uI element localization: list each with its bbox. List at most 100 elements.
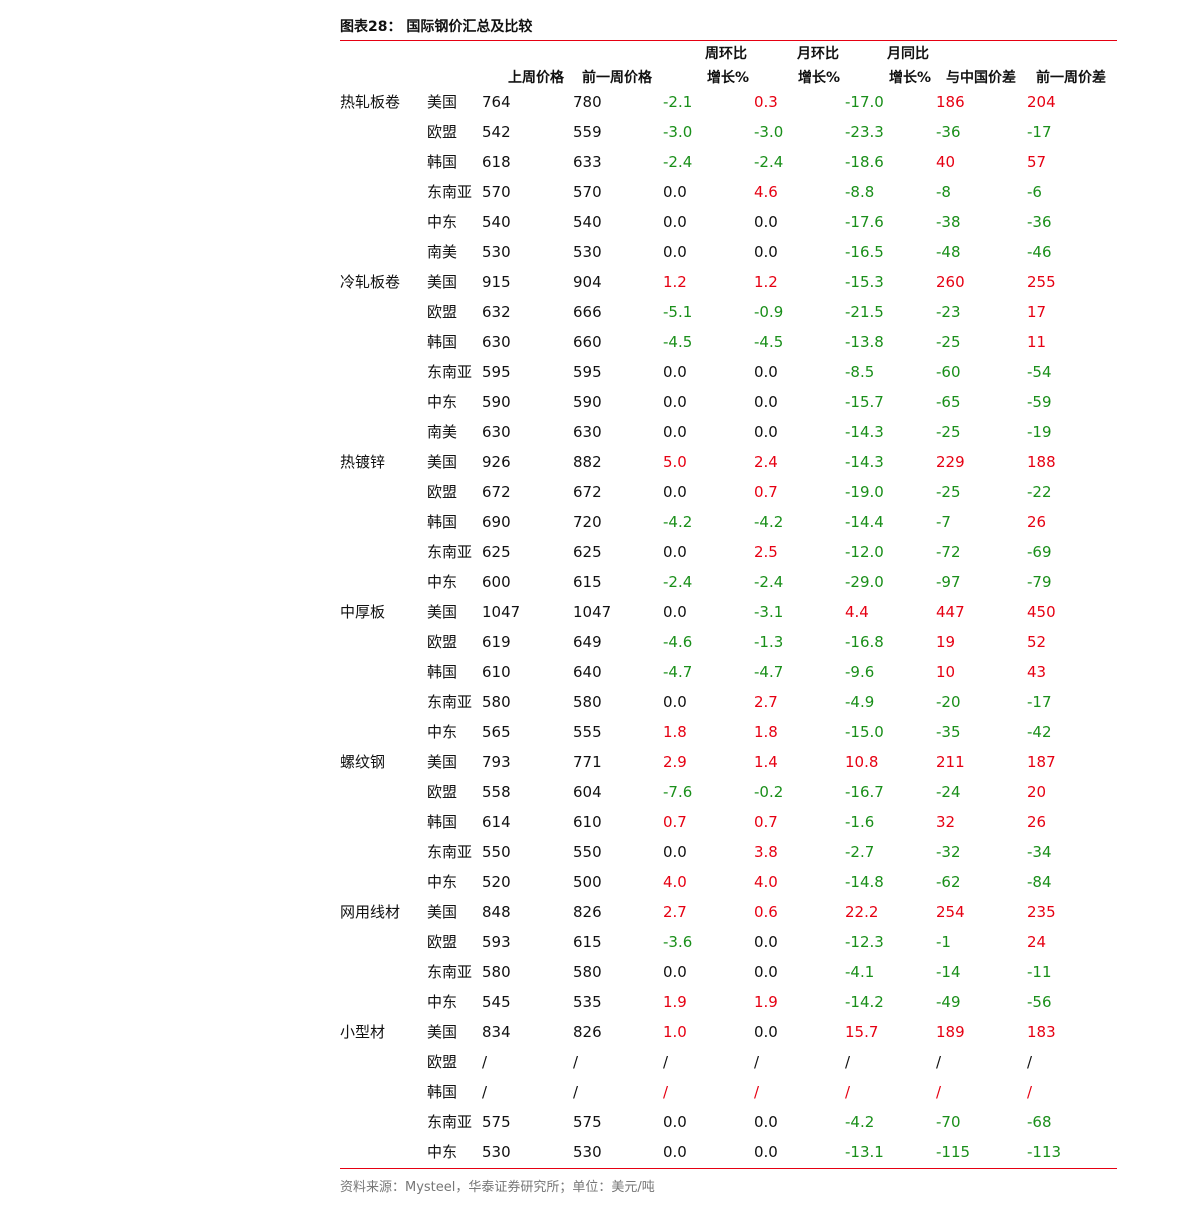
cell: 52: [1027, 633, 1047, 651]
group-name: 中厚板: [340, 603, 386, 621]
cell: -68: [1027, 1113, 1052, 1131]
cell: 0.0: [663, 1113, 687, 1131]
cell: 4.0: [663, 873, 687, 891]
cell: /: [845, 1083, 851, 1101]
cell: 540: [482, 213, 511, 231]
cell: -19.0: [845, 483, 884, 501]
region: 欧盟: [427, 483, 458, 501]
cell: 0.0: [754, 213, 778, 231]
cell: 550: [573, 843, 602, 861]
region: 南美: [427, 423, 458, 441]
header-bottom: 前一周价格: [582, 70, 652, 86]
cell: -36: [936, 123, 961, 141]
cell: -23.3: [845, 123, 884, 141]
cell: 632: [482, 303, 511, 321]
cell: /: [663, 1083, 669, 1101]
cell: 1.8: [754, 723, 778, 741]
cell: 595: [482, 363, 511, 381]
cell: 1.4: [754, 753, 778, 771]
group-name: 螺纹钢: [340, 753, 386, 771]
cell: -4.2: [663, 513, 693, 531]
cell: 558: [482, 783, 511, 801]
cell: -22: [1027, 483, 1052, 501]
cell: /: [1027, 1083, 1033, 1101]
cell: 260: [936, 273, 965, 291]
cell: -3.6: [663, 933, 693, 951]
cell: 15.7: [845, 1023, 879, 1041]
cell: 771: [573, 753, 602, 771]
region: 东南亚: [427, 693, 473, 711]
cell: -25: [936, 423, 961, 441]
cell: -4.2: [754, 513, 784, 531]
cell: -15.7: [845, 393, 884, 411]
cell: -1.6: [845, 813, 875, 831]
cell: -3.1: [754, 603, 784, 621]
region: 欧盟: [427, 123, 458, 141]
cell: 580: [482, 963, 511, 981]
cell: 2.4: [754, 453, 778, 471]
group-name: 小型材: [340, 1023, 386, 1041]
cell: 575: [573, 1113, 602, 1131]
cell: -65: [936, 393, 961, 411]
cell: 604: [573, 783, 602, 801]
cell: 826: [573, 903, 602, 921]
cell: 565: [482, 723, 511, 741]
region: 中东: [427, 213, 458, 231]
region: 韩国: [427, 813, 458, 831]
cell: 229: [936, 453, 965, 471]
cell: 520: [482, 873, 511, 891]
group-name: 冷轧板卷: [340, 273, 401, 291]
cell: 1.2: [663, 273, 687, 291]
region: 中东: [427, 1143, 458, 1161]
cell: /: [573, 1083, 579, 1101]
region: 韩国: [427, 513, 458, 531]
cell: 530: [482, 243, 511, 261]
cell: -13.1: [845, 1143, 884, 1161]
group-name: 网用线材: [340, 903, 401, 921]
cell: 542: [482, 123, 511, 141]
cell: 1.2: [754, 273, 778, 291]
cell: 926: [482, 453, 511, 471]
cell: 672: [573, 483, 602, 501]
cell: -2.7: [845, 843, 875, 861]
region: 中东: [427, 393, 458, 411]
cell: 615: [573, 573, 602, 591]
cell: -0.2: [754, 783, 784, 801]
cell: -62: [936, 873, 961, 891]
cell: 2.7: [663, 903, 687, 921]
cell: 0.0: [663, 423, 687, 441]
cell: 57: [1027, 153, 1047, 171]
cell: -42: [1027, 723, 1052, 741]
cell: -24: [936, 783, 961, 801]
cell: 630: [482, 333, 511, 351]
cell: -4.1: [845, 963, 875, 981]
cell: 0.0: [663, 693, 687, 711]
region: 南美: [427, 243, 458, 261]
cell: -19: [1027, 423, 1052, 441]
cell: -4.5: [754, 333, 784, 351]
region: 中东: [427, 873, 458, 891]
cell: 0.0: [754, 1143, 778, 1161]
cell: -7.6: [663, 783, 693, 801]
cell: 0.0: [663, 243, 687, 261]
cell: /: [663, 1053, 669, 1071]
cell: 0.0: [754, 963, 778, 981]
cell: /: [1027, 1053, 1033, 1071]
cell: -17.6: [845, 213, 884, 231]
cell: /: [482, 1083, 488, 1101]
cell: 0.0: [754, 423, 778, 441]
region: 东南亚: [427, 543, 473, 561]
cell: -3.0: [663, 123, 693, 141]
cell: -8.5: [845, 363, 875, 381]
cell: 559: [573, 123, 602, 141]
cell: -16.8: [845, 633, 884, 651]
cell: 915: [482, 273, 511, 291]
region: 美国: [427, 753, 458, 771]
region: 中东: [427, 723, 458, 741]
cell: 254: [936, 903, 965, 921]
cell: 2.5: [754, 543, 778, 561]
cell: 834: [482, 1023, 511, 1041]
cell: -2.4: [663, 153, 693, 171]
cell: -32: [936, 843, 961, 861]
cell: -59: [1027, 393, 1052, 411]
